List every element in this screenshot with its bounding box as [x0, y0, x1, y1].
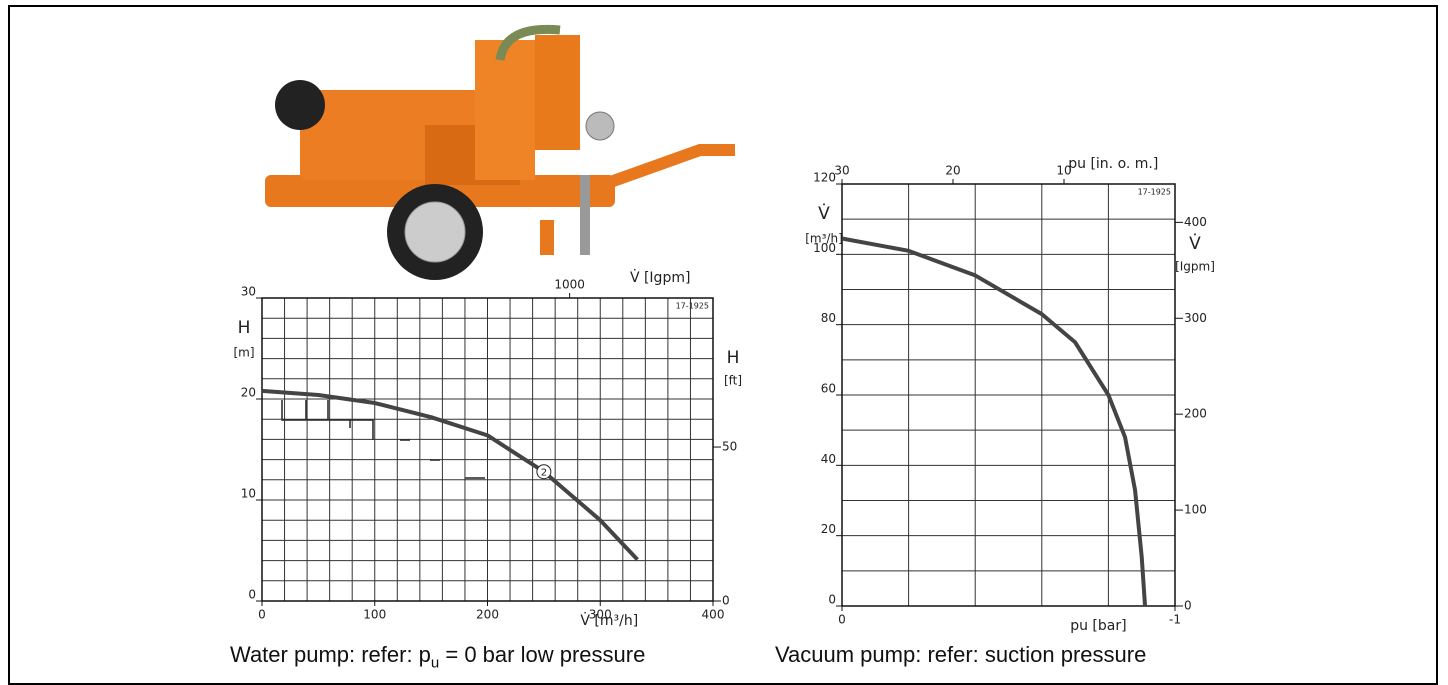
curve — [842, 239, 1145, 606]
y-axis-label: H — [238, 318, 251, 338]
y2-tick-label: 0 — [722, 594, 730, 608]
curve — [262, 391, 637, 560]
x-tick-label: 100 — [363, 608, 386, 622]
y-axis-unit: [m] — [233, 346, 254, 360]
caption-subscript: u — [431, 654, 439, 671]
x-axis-label: V̇ [m³/h] — [580, 612, 638, 629]
y-tick-label: 60 — [821, 382, 836, 396]
y-tick-label: 0 — [828, 593, 836, 607]
y2-tick-label: 0 — [1184, 599, 1192, 613]
y-tick-label: 20 — [241, 386, 256, 400]
x-tick-label: 400 — [702, 608, 725, 622]
y-axis-label: V̇ — [818, 203, 830, 224]
x2-tick-label: 20 — [945, 164, 960, 178]
x-axis-label: pu [bar] — [1070, 618, 1126, 634]
y2-tick-label: 300 — [1184, 311, 1207, 325]
y2-axis-label: V̇ — [1189, 233, 1201, 254]
y-tick-label: 10 — [241, 487, 256, 501]
y-tick-label: 80 — [821, 311, 836, 325]
x2-tick-label: 1000 — [554, 278, 585, 292]
figure: 010203005001002003004001000H[m]H[ft]V̇ [… — [0, 0, 1448, 678]
x-tick-label: 200 — [476, 608, 499, 622]
x-tick-label: 0 — [838, 613, 846, 627]
caption-text: Water pump: refer: p — [230, 642, 431, 667]
y2-tick-label: 50 — [722, 440, 737, 454]
y-tick-label: 120 — [813, 171, 836, 185]
caption-right: Vacuum pump: refer: suction pressure — [775, 642, 1146, 668]
y-tick-label: 40 — [821, 452, 836, 466]
x2-axis-label: V̇ [Igpm] — [630, 269, 691, 286]
operating-point-label: 2 — [541, 468, 547, 479]
y-tick-label: 20 — [821, 522, 836, 536]
y-tick-label: 30 — [241, 285, 256, 299]
y2-tick-label: 200 — [1184, 407, 1207, 421]
pump-photo — [265, 29, 735, 280]
page: 010203005001002003004001000H[m]H[ft]V̇ [… — [0, 0, 1448, 678]
y-axis-unit: [m³/h] — [805, 232, 843, 246]
caption-left: Water pump: refer: pu = 0 bar low pressu… — [230, 642, 645, 671]
y2-tick-label: 400 — [1184, 215, 1207, 229]
y-tick-label: 0 — [248, 588, 256, 602]
y2-axis-unit: [ft] — [724, 374, 742, 388]
x2-tick-label: 30 — [834, 164, 849, 178]
y2-axis-label: H — [727, 348, 740, 368]
x-tick-label: 0 — [258, 608, 266, 622]
note: 17-1925 — [1138, 188, 1171, 197]
note: 17-1925 — [676, 302, 709, 311]
y2-tick-label: 100 — [1184, 503, 1207, 517]
x2-axis-label: pu [in. o. m.] — [1068, 156, 1158, 172]
y2-axis-unit: [Igpm] — [1175, 260, 1215, 274]
x-tick-label: -1 — [1169, 613, 1181, 627]
caption-text: = 0 bar low pressure — [439, 642, 645, 667]
